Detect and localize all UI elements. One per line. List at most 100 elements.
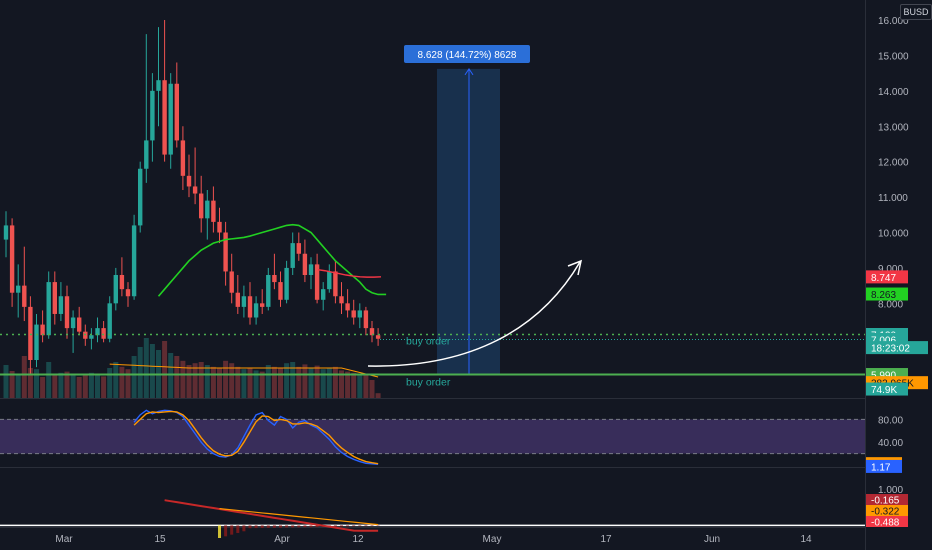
price-tag-label: 8.263 (871, 290, 896, 301)
price-tick-label: 16.000 (878, 16, 909, 27)
volume-bar (95, 375, 100, 398)
candle-body (52, 282, 57, 314)
volume-bar (101, 376, 107, 398)
candle-body (77, 317, 82, 332)
candle-body (70, 317, 76, 329)
volume-bar (70, 375, 76, 398)
volume-bar (339, 370, 344, 398)
candle-body (369, 328, 375, 336)
panel-divider-rsi (0, 398, 865, 399)
candle-body (272, 275, 277, 283)
ma-fast-line (157, 223, 387, 297)
volume-bar (192, 363, 198, 398)
projection-label: 8.628 (144.72%) 8628 (418, 50, 517, 61)
macd-histogram-bar (358, 525, 362, 527)
candle-body (16, 285, 21, 293)
time-tick-label: Mar (55, 534, 73, 545)
volume-bar (131, 356, 137, 398)
buy-order-label-1: buy order (406, 336, 451, 348)
volume-bar (223, 360, 229, 398)
price-tag-label: 74.9K (871, 385, 897, 396)
volume-bar (253, 370, 259, 398)
volume-bar (52, 374, 58, 398)
volume-bar (210, 366, 216, 398)
candle-body (235, 292, 240, 307)
macd-histogram-bar (242, 525, 246, 532)
price-tick-label: 10.000 (878, 229, 909, 240)
symbol-badge[interactable]: BUSD (900, 4, 932, 20)
macd-tag-label: -0.322 (871, 507, 900, 518)
volume-bar (113, 362, 119, 398)
volume-bar (235, 366, 241, 398)
candle-body (144, 140, 149, 169)
candle-body (150, 90, 155, 141)
candle-body (22, 285, 27, 307)
price-tag-bg (866, 287, 908, 301)
volume-bar (296, 366, 302, 398)
rsi-tag-bg (866, 459, 902, 473)
macd-histogram-bar (285, 525, 289, 528)
price-tag-label: 5.990 (871, 371, 896, 382)
price-tick-label: 13.000 (878, 122, 909, 133)
volume-bar (58, 372, 64, 398)
volume-bar (265, 365, 271, 398)
volume-bar (278, 368, 283, 398)
volume-bar (357, 374, 363, 398)
candle-body (229, 271, 234, 293)
volume-bar (119, 366, 125, 398)
volume-bar (369, 380, 375, 398)
macd-histogram-bar (291, 525, 295, 528)
volume-bar (198, 362, 204, 398)
price-axis-border (865, 0, 866, 550)
volume-bar (363, 375, 369, 398)
macd-histogram-bar (340, 525, 343, 527)
candle-body (58, 296, 64, 314)
candle-body (266, 275, 271, 307)
macd-histogram-bar (224, 525, 228, 537)
candle-body (357, 310, 362, 318)
volume-bar (46, 362, 52, 398)
macd-tick-label: 1.000 (878, 485, 903, 496)
macd-histogram-bar (309, 525, 313, 528)
forecast-arrow[interactable] (367, 261, 581, 367)
rsi-tick-label: 80.00 (878, 415, 903, 426)
candle-body (156, 80, 161, 91)
candle-body (339, 296, 344, 304)
candle-body (217, 221, 222, 233)
candle-body (89, 335, 94, 339)
volume-bar (162, 341, 168, 398)
volume-bar (40, 377, 46, 398)
macd-histogram-bar (364, 525, 368, 527)
volume-bar (320, 369, 326, 398)
macd-histogram-bar (346, 525, 350, 527)
panel-divider-macd (0, 467, 865, 468)
macd-histogram-bar (370, 525, 374, 526)
price-tick-label: 15.000 (878, 51, 909, 62)
candle-body (95, 328, 100, 336)
candle-body (46, 282, 51, 336)
volume-bar (174, 356, 180, 398)
macd-histogram-bar (254, 525, 258, 529)
macd-histogram-bar (297, 525, 301, 528)
rsi-d-line (133, 410, 379, 465)
buy-order-label-2: buy order (406, 377, 451, 389)
candle-body (64, 296, 70, 329)
volume-bar (351, 372, 357, 398)
volume-bar (143, 338, 149, 398)
volume-bar (82, 374, 88, 398)
candle-body (345, 303, 350, 311)
volume-bar (290, 362, 296, 398)
volume-bar (345, 371, 351, 398)
volume-bar (27, 368, 33, 398)
candle-body (186, 175, 192, 187)
candle-body (284, 267, 289, 300)
macd-histogram-bar (272, 525, 276, 528)
volume-bar (326, 368, 332, 398)
time-tick-label: 15 (154, 534, 166, 545)
macd-histogram-bar (352, 525, 356, 527)
time-tick-label: 12 (352, 534, 364, 545)
volume-bar (284, 363, 290, 398)
candle-body (40, 324, 45, 336)
candle-body (199, 193, 204, 219)
